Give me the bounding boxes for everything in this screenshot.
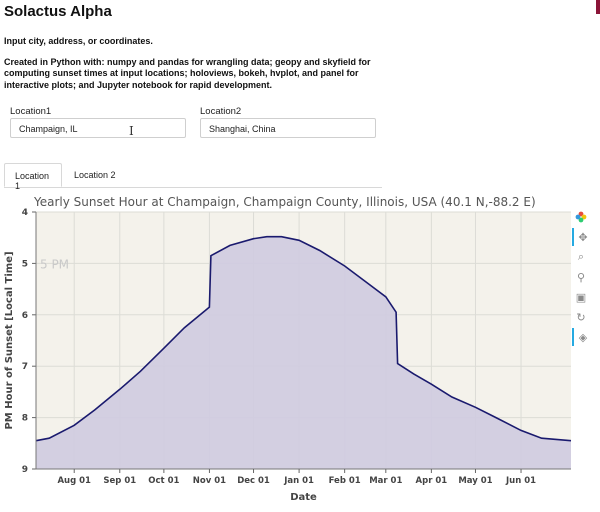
y-tick-label: 7 bbox=[22, 362, 28, 372]
location2-label: Location2 bbox=[200, 106, 242, 117]
sunset-line bbox=[35, 235, 572, 442]
x-tick-label: Sep 01 bbox=[103, 476, 136, 486]
y-tick-label: 9 bbox=[22, 465, 28, 475]
x-tick-label: Jan 01 bbox=[283, 476, 314, 486]
chart-title: Yearly Sunset Hour at Champaign, Champai… bbox=[33, 195, 536, 209]
pan-icon[interactable]: ✥ bbox=[572, 228, 592, 246]
x-tick-label: Feb 01 bbox=[329, 476, 361, 486]
y-tick-label: 4 bbox=[22, 208, 28, 218]
x-tick-label: Nov 01 bbox=[193, 476, 226, 486]
sunset-chart[interactable]: Yearly Sunset Hour at Champaign, Champai… bbox=[0, 190, 600, 510]
box-zoom-icon[interactable]: ⌕ bbox=[577, 250, 585, 263]
tab-location-1[interactable]: Location 1 bbox=[4, 163, 62, 191]
x-tick-label: Apr 01 bbox=[416, 476, 448, 486]
five-pm-annotation: 5 PM bbox=[40, 257, 69, 271]
x-tick-label: Mar 01 bbox=[369, 476, 402, 486]
x-axis-label: Date bbox=[290, 492, 317, 503]
y-tick-label: 5 bbox=[22, 259, 28, 269]
x-tick-label: Oct 01 bbox=[148, 476, 179, 486]
x-tick-label: May 01 bbox=[458, 476, 492, 486]
wheel-zoom-icon[interactable]: ⚲ bbox=[576, 270, 586, 284]
reset-icon[interactable]: ↻ bbox=[576, 310, 586, 324]
scroll-marker bbox=[596, 0, 600, 14]
hover-icon[interactable]: ◈ bbox=[572, 328, 592, 346]
save-icon[interactable]: ▣ bbox=[575, 290, 587, 304]
text-cursor-icon: I bbox=[129, 124, 134, 138]
location1-input[interactable]: Champaign, IL bbox=[10, 118, 186, 138]
location-tabs: Location 1 Location 2 bbox=[4, 163, 382, 191]
description: Created in Python with: numpy and pandas… bbox=[4, 56, 371, 90]
intro-text: Input city, address, or coordinates. Cre… bbox=[4, 36, 404, 100]
x-tick-label: Aug 01 bbox=[57, 476, 91, 486]
bokeh-logo-icon[interactable] bbox=[572, 208, 590, 226]
app-title: Solactus Alpha bbox=[4, 3, 112, 20]
axes bbox=[35, 212, 571, 470]
y-tick-label: 6 bbox=[22, 311, 28, 321]
location1-label: Location1 bbox=[10, 106, 52, 117]
y-axis-label: PM Hour of Sunset [Local Time] bbox=[4, 251, 15, 429]
tab-location-2[interactable]: Location 2 bbox=[74, 170, 116, 180]
x-tick-label: Dec 01 bbox=[237, 476, 270, 486]
sunset-area bbox=[36, 236, 571, 469]
x-tick-label: Jun 01 bbox=[505, 476, 536, 486]
input-prompt: Input city, address, or coordinates. bbox=[4, 36, 153, 46]
y-tick-label: 8 bbox=[22, 414, 28, 424]
location2-input[interactable]: Shanghai, China bbox=[200, 118, 376, 138]
